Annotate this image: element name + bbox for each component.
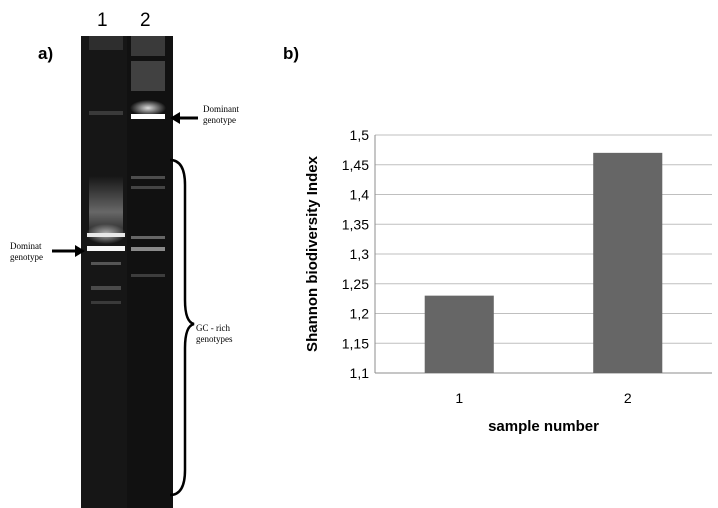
lane-number-1: 1 <box>97 10 108 31</box>
lane-number-2: 2 <box>140 10 151 31</box>
y-tick-label: 1,2 <box>350 306 370 322</box>
y-tick-label: 1,35 <box>342 216 369 232</box>
bar-sample-1 <box>424 295 494 373</box>
x-tick-label: 1 <box>455 390 463 406</box>
y-tick-label: 1,3 <box>350 246 370 262</box>
x-tick-label: 2 <box>624 390 632 406</box>
annotation-gc-rich-genotypes: GC - rich genotypes <box>196 323 233 344</box>
x-axis-title: sample number <box>488 418 599 435</box>
y-tick-label: 1,15 <box>342 335 369 351</box>
y-tick-label: 1,1 <box>350 365 370 381</box>
annotation-dominat-genotype: Dominat genotype <box>10 241 43 262</box>
panel-b-label: b) <box>283 44 300 63</box>
gel-electrophoresis-image <box>81 36 173 508</box>
y-tick-label: 1,4 <box>350 187 370 203</box>
y-tick-label: 1,5 <box>350 127 370 143</box>
annotation-dominant-genotype: Dominant genotype <box>203 104 239 125</box>
y-tick-label: 1,45 <box>342 157 369 173</box>
y-axis-title: Shannon biodiversity Index <box>304 155 321 352</box>
bar-sample-2 <box>593 152 663 373</box>
shannon-bar-chart: 1,1 1,15 1,2 1,25 1,3 1,35 1,4 1,45 1,5 1 2 sample … <box>304 127 712 435</box>
panel-a-label: a) <box>38 44 54 63</box>
y-tick-label: 1,25 <box>342 276 369 292</box>
